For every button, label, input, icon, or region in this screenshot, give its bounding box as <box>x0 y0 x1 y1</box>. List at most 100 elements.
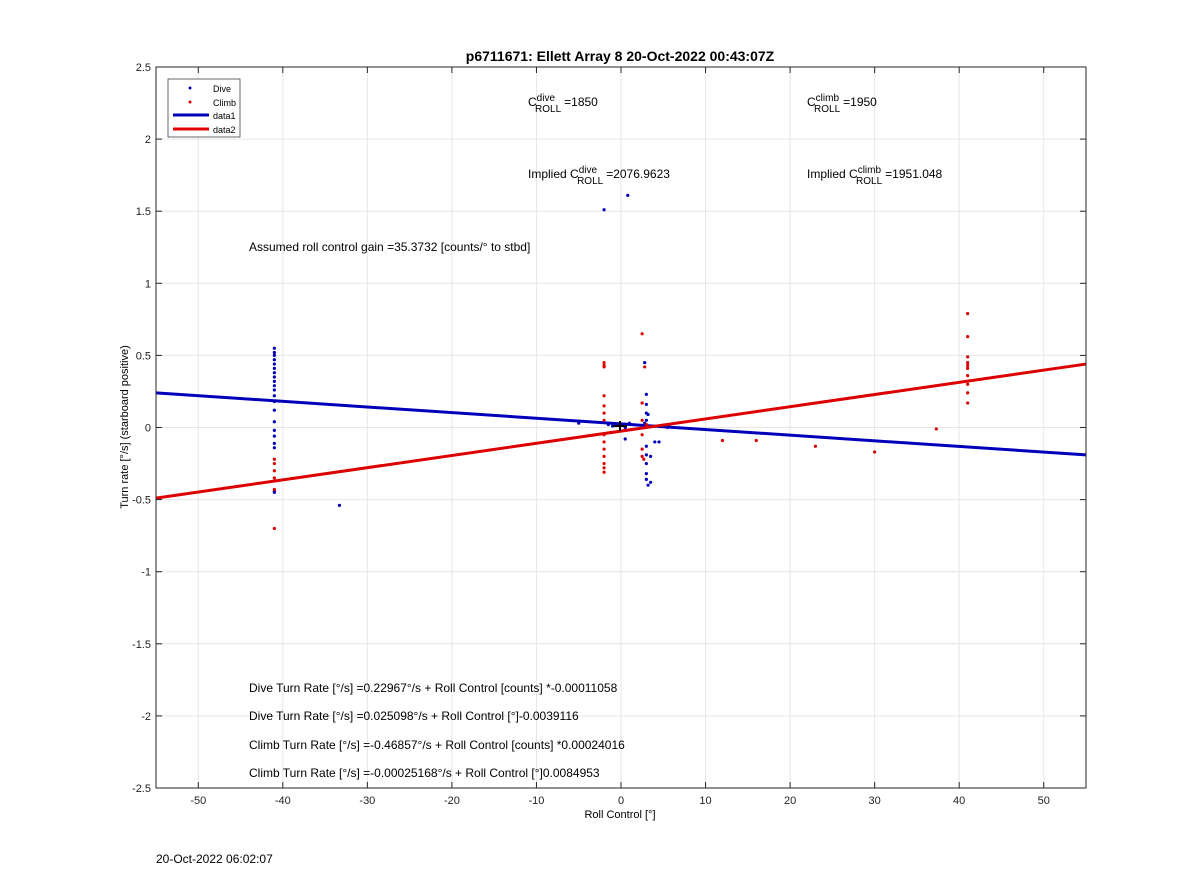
legend: Dive Climb data1 data2 <box>167 78 241 138</box>
axis-ticks: -50 -40 -30 -20 -10 0 10 20 30 40 50-2.5-2-1.5-1-0… <box>132 62 1086 807</box>
x-axis-label: Roll Control [°] <box>584 809 655 821</box>
y-tick-label: 0 <box>145 423 151 435</box>
climb-point <box>966 401 970 405</box>
chart-title: p6711671: Ellett Array 8 20-Oct-2022 00:… <box>466 48 775 64</box>
climb-point <box>813 444 818 448</box>
dive-point <box>272 434 276 438</box>
legend-label-dive: Dive <box>213 84 231 94</box>
equation-dive-degrees: Dive Turn Rate [°/s] =0.025098°/s + Roll… <box>249 709 579 723</box>
c-roll-dive-annotation: Cdive ROLL=1850 <box>528 93 598 115</box>
climb-point <box>272 526 276 531</box>
dive-point <box>665 425 670 430</box>
footer-timestamp: 20-Oct-2022 06:02:07 <box>156 852 273 866</box>
climb-point <box>642 457 646 461</box>
dive-point <box>272 388 276 392</box>
climb-point <box>272 476 276 480</box>
dive-point <box>657 440 661 444</box>
x-tick-label: -30 <box>359 795 375 807</box>
climb-point <box>720 438 725 443</box>
climb-point <box>602 433 606 437</box>
climb-point <box>640 418 644 422</box>
climb-point <box>966 391 970 395</box>
dive-point <box>648 454 653 458</box>
dive-point <box>272 353 276 357</box>
x-tick-label: 50 <box>1038 795 1050 807</box>
x-tick-label: -10 <box>529 795 545 807</box>
climb-point <box>966 355 970 359</box>
fit-line-data2 <box>155 362 1087 500</box>
climb-point <box>602 411 606 415</box>
dive-point <box>644 402 648 407</box>
dive-point <box>272 441 276 445</box>
equation-climb-degrees: Climb Turn Rate [°/s] =-0.00025168°/s + … <box>249 766 600 780</box>
equation-dive-counts: Dive Turn Rate [°/s] =0.22967°/s + Roll … <box>249 681 618 695</box>
implied-c-roll-climb-annotation: Implied Cclimb ROLL=1951.048 <box>807 165 943 187</box>
climb-point <box>873 450 877 454</box>
x-tick-label: -40 <box>275 795 291 807</box>
climb-point <box>602 470 606 474</box>
dive-point <box>602 208 606 212</box>
dive-point <box>644 477 648 482</box>
y-tick-label: 1 <box>145 278 151 290</box>
c-roll-climb-annotation: Cclimb ROLL=1950 <box>807 93 877 115</box>
climb-point <box>966 366 970 370</box>
dive-point <box>272 366 276 370</box>
equation-climb-counts: Climb Turn Rate [°/s] =-0.46857°/s + Rol… <box>249 738 625 752</box>
dive-point <box>272 350 276 355</box>
dive-point <box>272 384 276 388</box>
climb-point <box>602 466 606 470</box>
climb-point <box>272 469 276 473</box>
climb-point <box>966 361 970 365</box>
y-tick-label: -1.5 <box>132 639 151 651</box>
climb-point <box>640 401 644 405</box>
dive-point <box>272 379 276 383</box>
climb-point <box>602 440 606 444</box>
dive-point <box>644 418 648 422</box>
legend-marker-climb <box>188 100 192 104</box>
dive-point <box>626 193 630 197</box>
climb-point <box>640 332 644 336</box>
y-tick-label: 0.5 <box>136 350 151 362</box>
legend-box <box>167 78 241 138</box>
dive-point <box>644 444 648 448</box>
dive-point <box>272 358 276 362</box>
climb-point <box>934 427 938 431</box>
climb-point <box>272 461 276 466</box>
dive-point <box>623 437 627 441</box>
dive-point <box>644 453 648 457</box>
dive-point <box>644 472 648 476</box>
dive-point <box>648 480 653 484</box>
x-tick-label: 20 <box>784 795 796 807</box>
legend-marker-dive <box>188 86 192 90</box>
climb-point <box>602 454 606 458</box>
y-tick-label: 2 <box>145 134 151 146</box>
climb-point <box>602 418 606 422</box>
dive-point <box>644 392 648 396</box>
dive-point <box>272 375 276 379</box>
x-tick-label: -50 <box>190 795 206 807</box>
climb-point <box>966 311 970 316</box>
dive-point <box>272 420 276 424</box>
center-cross-marker <box>613 421 627 431</box>
climb-point <box>966 373 970 378</box>
y-axis-label: Turn rate [°/s] (starboard positive) <box>119 345 131 509</box>
dive-point <box>643 361 647 365</box>
climb-point <box>602 394 606 398</box>
climb-point <box>272 457 276 461</box>
dive-point <box>272 446 276 450</box>
climb-point <box>643 365 647 369</box>
climb-point <box>754 438 758 443</box>
climb-point <box>640 433 644 437</box>
implied-c-roll-dive-annotation: Implied Cdive ROLL=2076.9623 <box>528 165 670 187</box>
climb-point <box>602 461 606 466</box>
climb-point <box>966 363 970 368</box>
climb-point <box>966 382 970 386</box>
dive-point <box>653 440 657 444</box>
x-tick-label: 0 <box>618 795 624 807</box>
climb-point <box>966 335 970 339</box>
dive-point <box>272 394 276 398</box>
x-tick-label: 40 <box>953 795 965 807</box>
dive-point <box>646 412 650 417</box>
dive-point <box>272 408 276 412</box>
